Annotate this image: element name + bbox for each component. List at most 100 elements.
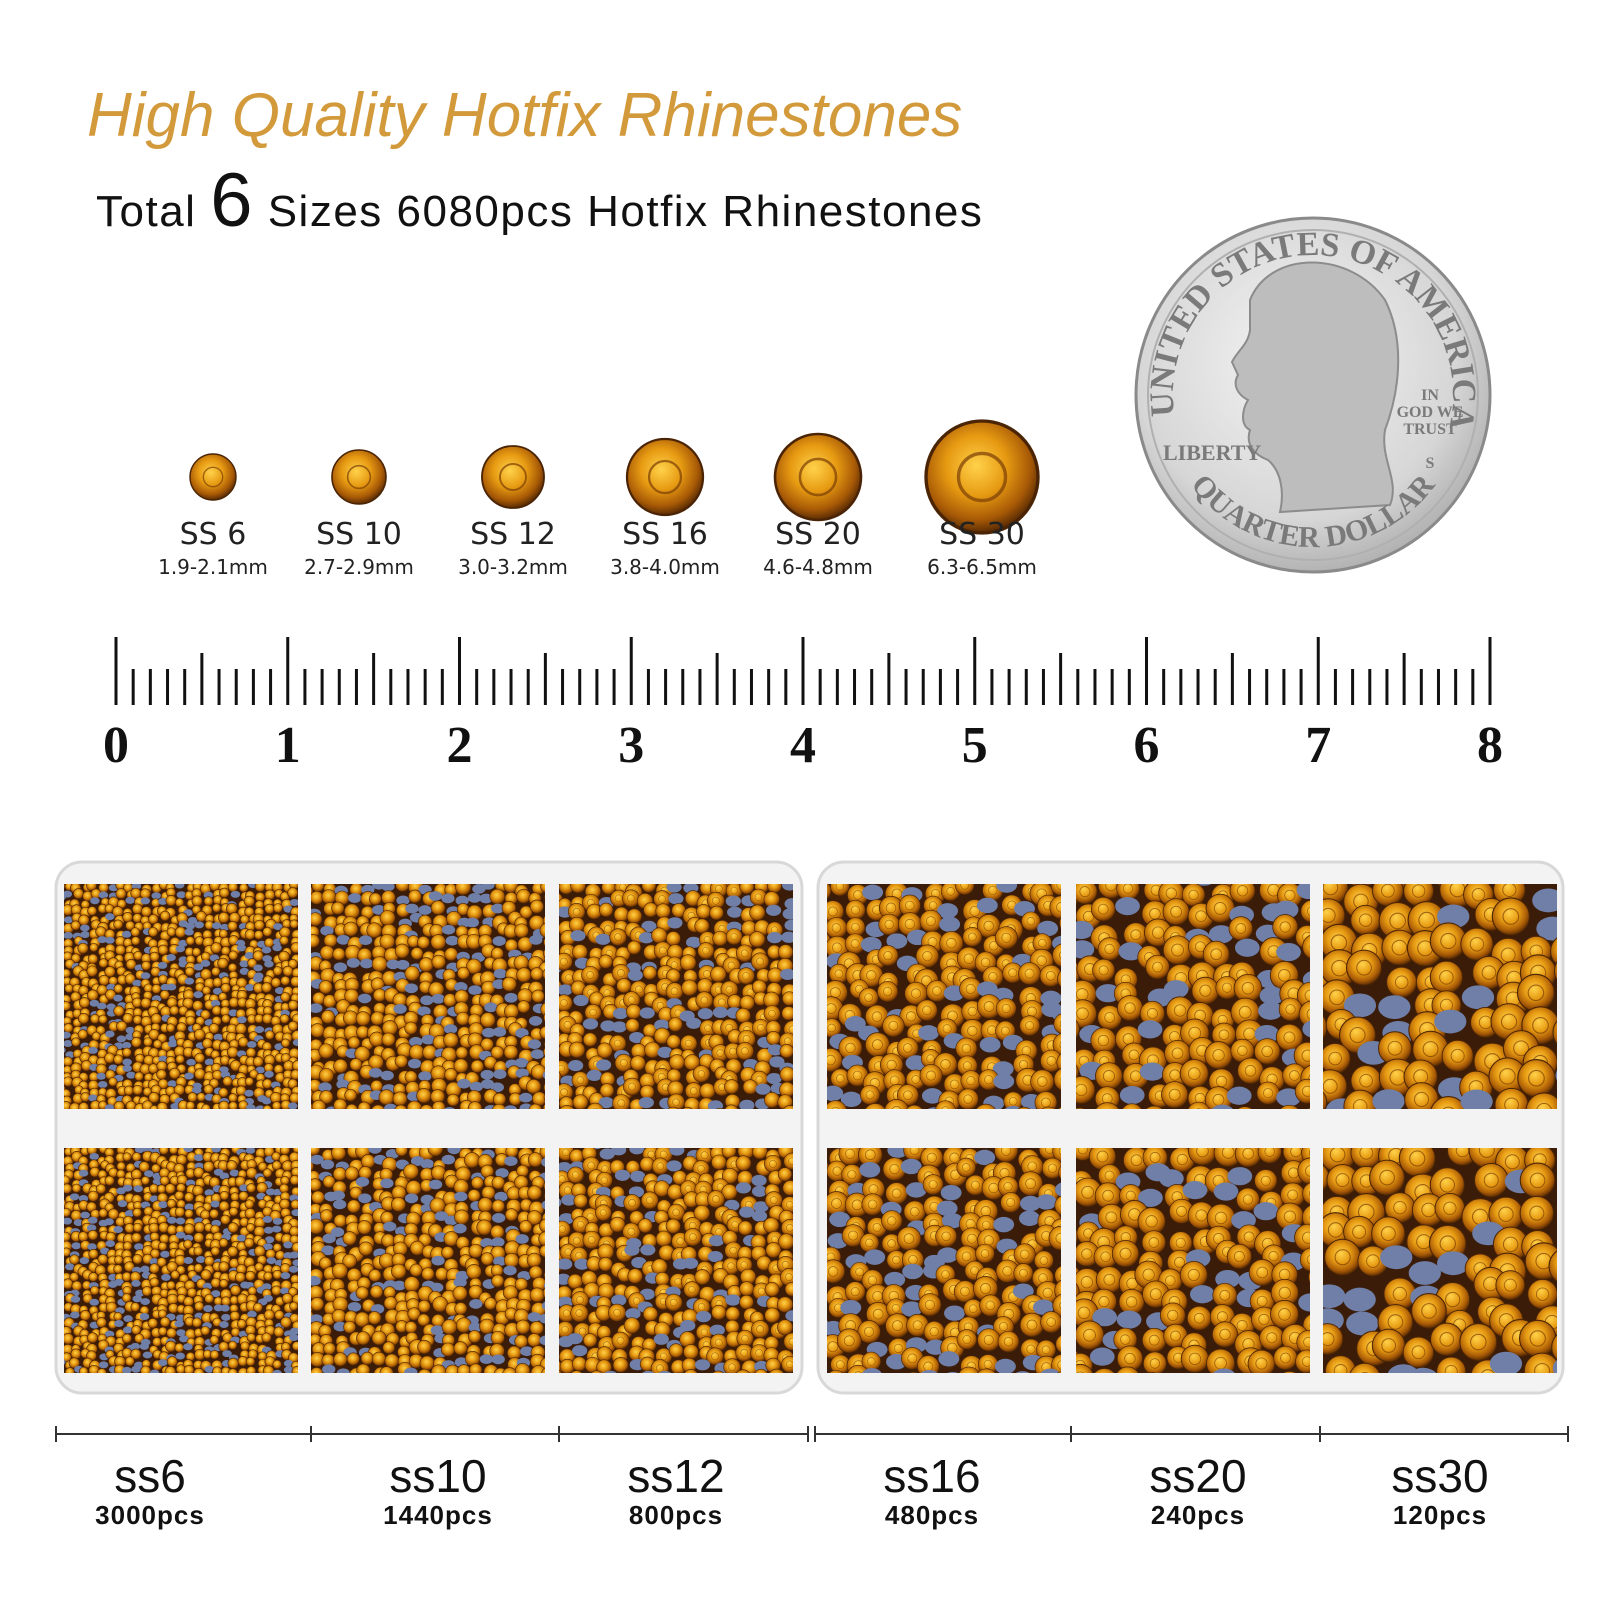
stone-back <box>527 1312 541 1322</box>
stone-back <box>122 1064 132 1072</box>
stone-back <box>175 1352 185 1360</box>
stone-back <box>254 1026 265 1034</box>
stone-body <box>246 1366 257 1373</box>
rhinestone <box>69 1254 80 1265</box>
stone-body <box>280 975 291 986</box>
rhinestone <box>491 1274 505 1288</box>
rhinestone <box>89 942 99 953</box>
stone-body <box>78 997 91 1009</box>
rhinestone <box>193 1367 205 1373</box>
rhinestone <box>64 1056 73 1067</box>
rhinestone <box>391 1263 407 1280</box>
stone-body <box>346 1199 361 1214</box>
stone-body <box>159 910 171 922</box>
rhinestone <box>516 967 532 983</box>
stone-body <box>104 1175 115 1186</box>
rhinestone <box>311 1057 313 1067</box>
stone-back <box>132 979 142 987</box>
stone-body <box>280 1038 291 1048</box>
stone-body <box>278 950 290 963</box>
rhinestone <box>187 1092 198 1103</box>
rhinestone <box>219 1278 229 1289</box>
stone-body <box>279 1198 291 1210</box>
stone-back <box>595 933 611 945</box>
stone-body <box>113 1054 124 1065</box>
stone-body <box>201 985 212 996</box>
stone-body <box>531 989 545 1003</box>
rhinestone <box>77 1029 88 1040</box>
rhinestone <box>238 1190 249 1202</box>
stone-body <box>360 1154 376 1169</box>
stone-back <box>289 1327 298 1335</box>
stone-body <box>98 974 110 986</box>
rhinestone <box>394 1104 408 1109</box>
rhinestone <box>357 1220 372 1235</box>
stone-back <box>113 994 123 1002</box>
stone-back <box>64 890 73 898</box>
stone-body <box>238 1190 249 1202</box>
stone-body <box>246 1183 257 1193</box>
rhinestone <box>132 1084 143 1096</box>
stone-body <box>570 884 586 894</box>
rhinestone <box>87 1229 99 1241</box>
rhinestone <box>311 1178 322 1192</box>
stone-back <box>539 1335 545 1346</box>
rhinestone <box>148 914 159 925</box>
stone-body <box>130 1302 141 1312</box>
stone-body <box>468 1284 483 1300</box>
stone-back <box>469 1299 483 1309</box>
stone-body <box>89 1285 100 1296</box>
stone-body <box>379 1366 394 1373</box>
stone-back <box>271 1225 282 1233</box>
stone-body <box>239 884 249 893</box>
stone-back <box>184 928 194 936</box>
stone-back <box>311 1003 323 1013</box>
rhinestone <box>64 1367 75 1373</box>
rhinestone <box>470 1059 484 1073</box>
stone-body <box>218 1238 229 1248</box>
rhinestone <box>538 1231 545 1247</box>
rhinestone <box>235 1272 246 1283</box>
stone-back <box>283 1359 294 1367</box>
stone-body <box>503 1044 519 1060</box>
rhinestone <box>356 1331 371 1346</box>
stone-body <box>479 1318 495 1335</box>
stone-body <box>221 1296 232 1307</box>
stone-body <box>210 942 222 954</box>
rhinestone <box>543 948 545 959</box>
rhinestone <box>610 889 628 907</box>
rhinestone <box>468 1363 483 1373</box>
stone-body <box>289 1301 298 1311</box>
stone-body <box>194 1221 206 1233</box>
rhinestone <box>291 1365 298 1373</box>
stone-back <box>161 1273 171 1281</box>
stone-body <box>227 1357 239 1370</box>
rhinestone <box>238 1036 249 1048</box>
stone-body <box>138 1161 150 1173</box>
rhinestone <box>271 1285 282 1296</box>
rhinestone <box>202 1160 215 1173</box>
rhinestone <box>417 1299 431 1313</box>
stone-back <box>467 892 482 903</box>
rhinestone <box>490 1224 505 1240</box>
rhinestone <box>490 1330 505 1345</box>
stone-back <box>539 1313 545 1324</box>
size-label: SS 10 <box>316 517 402 552</box>
rhinestone <box>192 1185 204 1197</box>
rhinestone <box>355 1011 371 1027</box>
size-label: SS 6 <box>180 517 247 552</box>
stone-body <box>244 929 256 940</box>
stone-back <box>322 1233 336 1244</box>
stone-back <box>140 897 151 905</box>
stone-back <box>782 908 793 920</box>
rhinestone <box>404 1021 418 1035</box>
rhinestone <box>227 1222 239 1234</box>
rhinestone <box>528 1103 543 1109</box>
stone-back <box>158 897 168 905</box>
stone-back <box>105 1240 116 1248</box>
stone-back <box>98 1361 109 1369</box>
stone-back <box>479 893 493 904</box>
stone-back <box>520 1346 534 1357</box>
rhinestone <box>323 933 338 948</box>
stone-facet <box>604 925 612 934</box>
